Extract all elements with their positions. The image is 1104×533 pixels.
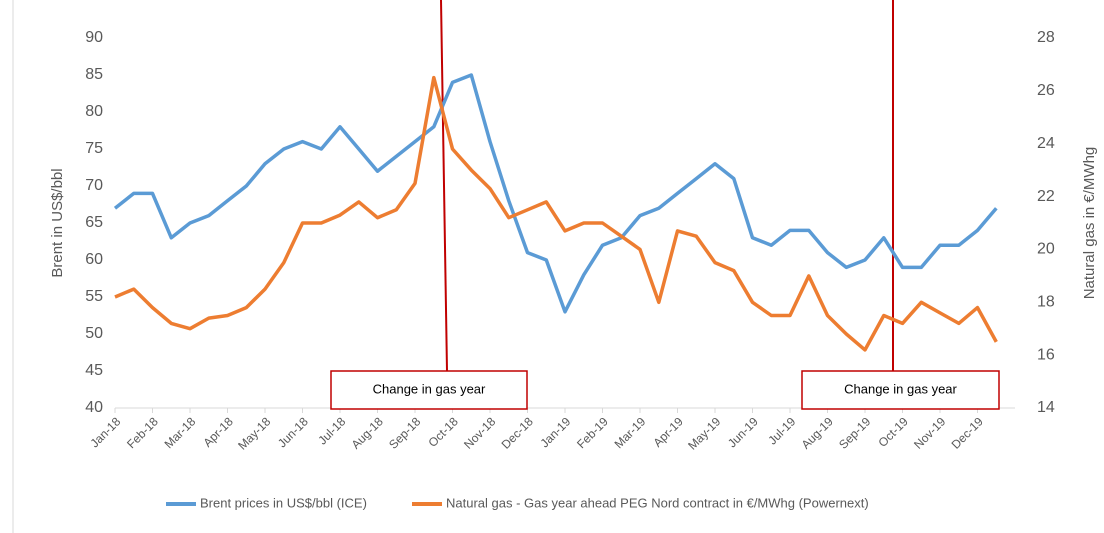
y2-axis-title: Natural gas in €/MWhg [1081,147,1098,300]
x-tick-label: Aug-19 [799,414,836,451]
y2-tick-label: 14 [1037,399,1055,416]
y-tick-label: 85 [85,66,103,83]
x-tick-label: Nov-18 [461,414,498,451]
annotation-box [801,370,1000,410]
legend-label: Natural gas - Gas year ahead PEG Nord co… [446,495,869,510]
y-tick-label: 90 [85,29,103,46]
x-tick-label: Jun-19 [725,414,761,450]
x-tick-label: Feb-19 [574,414,611,451]
y2-tick-label: 22 [1037,188,1055,205]
x-tick-label: May-18 [235,414,273,452]
y-tick-label: 70 [85,177,103,194]
x-tick-label: Jun-18 [275,414,311,450]
x-tick-label: Sep-19 [836,414,873,451]
x-tick-label: Mar-18 [162,414,199,451]
annotation: Change in gas year [844,381,957,396]
marker-line [440,0,448,372]
annotation-box [330,370,528,410]
annotation: Change in gas year [373,381,486,396]
y2-tick-label: 26 [1037,82,1055,99]
x-tick-label: Oct-18 [425,414,461,450]
x-tick-label: Feb-18 [124,414,161,451]
y-tick-label: 60 [85,251,103,268]
x-tick-label: Sep-18 [386,414,423,451]
y-tick-label: 80 [85,103,103,120]
x-tick-label: Nov-19 [911,414,948,451]
y2-tick-label: 18 [1037,294,1055,311]
y-tick-label: 50 [85,325,103,342]
y-tick-label: 65 [85,214,103,231]
x-tick-label: May-19 [685,414,723,452]
y2-tick-label: 28 [1037,29,1055,46]
x-tick-label: Jul-18 [315,414,348,447]
x-tick-label: Aug-18 [349,414,386,451]
legend-label: Brent prices in US$/bbl (ICE) [200,495,367,510]
y2-tick-label: 24 [1037,135,1055,152]
y2-tick-label: 20 [1037,241,1055,258]
x-tick-label: Jan-18 [88,414,124,450]
y2-tick-label: 16 [1037,346,1055,363]
x-tick-label: Dec-19 [949,414,986,451]
x-tick-label: Apr-19 [650,414,686,450]
x-tick-label: Dec-18 [499,414,536,451]
series-line [114,75,998,352]
y-tick-label: 45 [85,362,103,379]
x-tick-label: Jul-19 [765,414,798,447]
series-line [113,73,998,314]
x-tick-label: Oct-19 [875,414,911,450]
y-tick-label: 55 [85,288,103,305]
x-tick-label: Mar-19 [612,414,649,451]
y-tick-label: 40 [85,399,103,416]
y-tick-label: 75 [85,140,103,157]
x-tick-label: Apr-18 [200,414,236,450]
y-axis-title: Brent in US$/bbl [49,168,66,277]
x-tick-label: Jan-19 [538,414,574,450]
